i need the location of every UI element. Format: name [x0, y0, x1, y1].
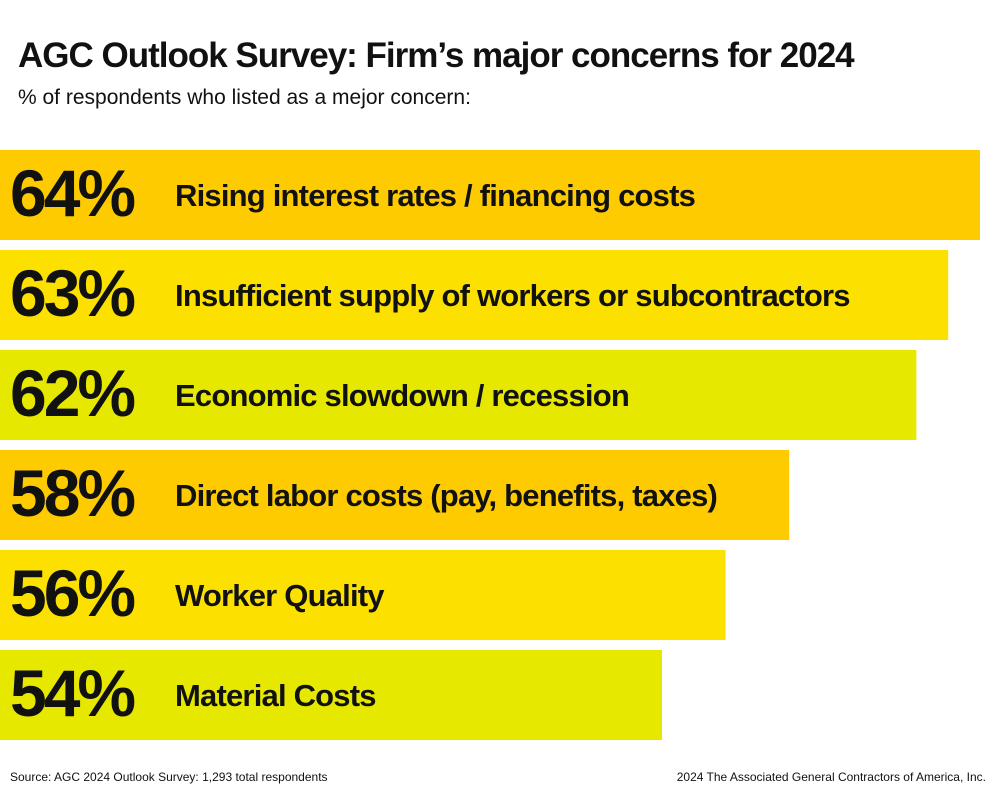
- bar-value-label: 56%: [10, 556, 134, 630]
- chart-title: AGC Outlook Survey: Firm’s major concern…: [18, 36, 855, 75]
- bar-category-label: Worker Quality: [175, 578, 385, 613]
- bar-6: [0, 650, 662, 740]
- bar-1: [0, 150, 980, 240]
- bar-category-label: Material Costs: [175, 678, 376, 713]
- bar-value-label: 54%: [10, 656, 134, 730]
- bar-2: [0, 250, 949, 340]
- bar-category-label: Direct labor costs (pay, benefits, taxes…: [175, 478, 717, 513]
- bar-value-label: 63%: [10, 256, 134, 330]
- bar-3: [0, 350, 917, 440]
- bar-category-label: Economic slowdown / recession: [175, 378, 629, 413]
- bar-5: [0, 550, 726, 640]
- bar-value-label: 58%: [10, 456, 134, 530]
- source-note: Source: AGC 2024 Outlook Survey: 1,293 t…: [10, 770, 328, 784]
- bar-4: [0, 450, 790, 540]
- bar-category-label: Insufficient supply of workers or subcon…: [175, 278, 850, 313]
- bar-value-label: 64%: [10, 156, 134, 230]
- bar-category-label: Rising interest rates / financing costs: [175, 178, 695, 213]
- chart-subtitle: % of respondents who listed as a mejor c…: [18, 86, 471, 109]
- bar-value-label: 62%: [10, 356, 134, 430]
- copyright-note: 2024 The Associated General Contractors …: [676, 770, 986, 784]
